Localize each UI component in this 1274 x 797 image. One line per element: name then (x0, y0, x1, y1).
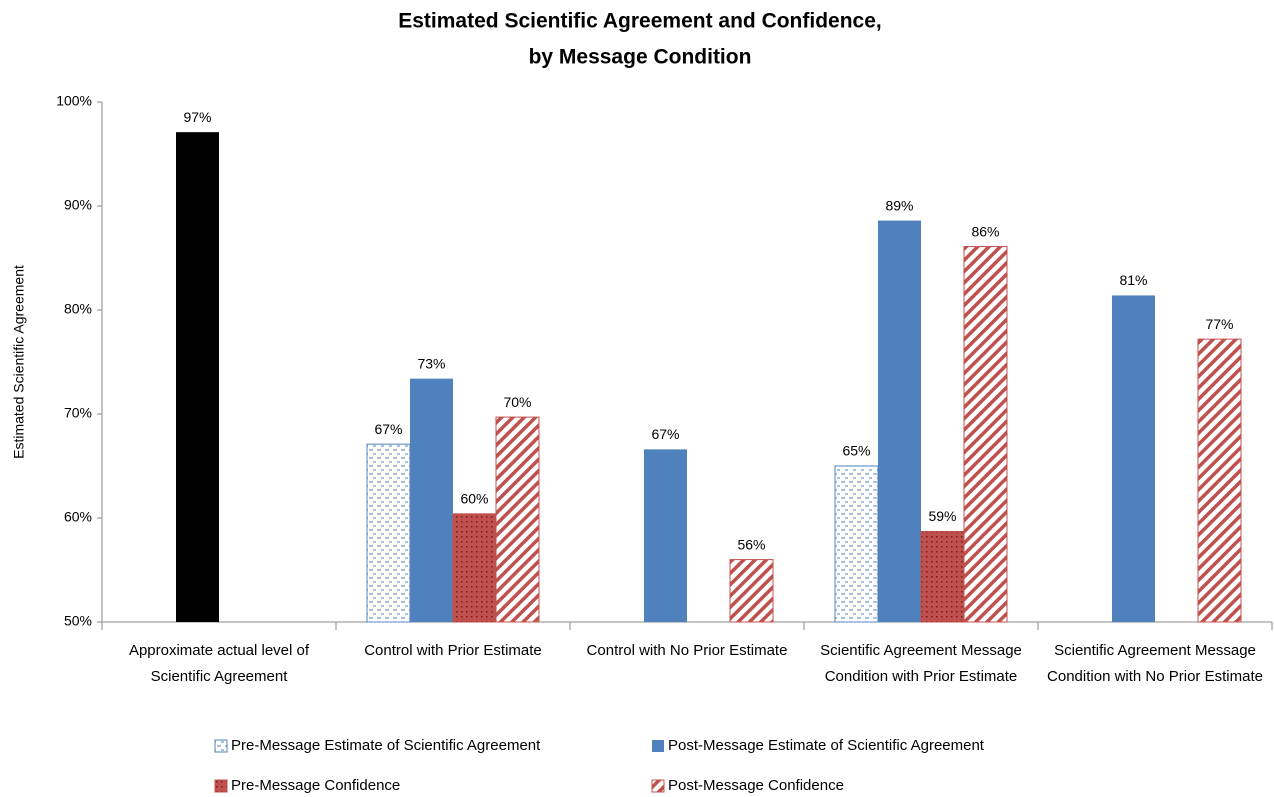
y-tick-label: 80% (64, 301, 92, 317)
x-tick-label: Control with Prior Estimate (364, 642, 542, 659)
data-label: 56% (737, 536, 765, 552)
bar (834, 465, 879, 623)
bar (495, 416, 540, 623)
data-label: 65% (842, 443, 870, 459)
data-label: 67% (374, 421, 402, 437)
data-label: 60% (460, 491, 488, 507)
bar (963, 246, 1008, 623)
data-label: 59% (928, 508, 956, 524)
bar (729, 559, 774, 623)
data-label: 86% (971, 223, 999, 239)
data-label: 73% (417, 355, 445, 371)
data-label: 67% (651, 426, 679, 442)
bar (920, 531, 965, 623)
bar (1112, 295, 1155, 622)
data-label: 81% (1119, 272, 1147, 288)
bar (176, 132, 219, 622)
chart-title: by Message Condition (529, 46, 752, 69)
x-tick-label: Approximate actual level of Scientific A… (128, 642, 310, 685)
bar (644, 449, 687, 622)
data-label: 97% (183, 109, 211, 125)
y-tick-label: 70% (64, 405, 92, 421)
legend-swatch (214, 779, 228, 793)
legend-swatch (652, 740, 664, 752)
legend-label: Post-Message Estimate of Scientific Agre… (668, 737, 985, 754)
y-tick-label: 60% (64, 509, 92, 525)
data-label: 89% (885, 197, 913, 213)
data-label: 77% (1205, 316, 1233, 332)
legend-label: Pre-Message Confidence (231, 777, 400, 794)
legend-label: Pre-Message Estimate of Scientific Agree… (231, 737, 541, 754)
bar (366, 443, 411, 623)
bar (452, 513, 497, 623)
chart-title: Estimated Scientific Agreement and Confi… (398, 10, 882, 33)
bar (878, 220, 921, 622)
y-tick-label: 100% (56, 93, 92, 109)
y-tick-label: 50% (64, 613, 92, 629)
data-label: 70% (503, 394, 531, 410)
bar (410, 378, 453, 622)
legend-swatch (651, 779, 665, 793)
y-tick-label: 90% (64, 197, 92, 213)
x-tick-label: Scientific Agreement Message Condition w… (1047, 642, 1263, 685)
legend-swatch (214, 739, 228, 753)
legend-label: Post-Message Confidence (668, 777, 844, 794)
x-tick-label: Scientific Agreement Message Condition w… (820, 642, 1022, 685)
x-tick-label: Control with No Prior Estimate (586, 642, 788, 659)
y-axis-label: Estimated Scientific Agreement (11, 265, 27, 459)
bar (1197, 338, 1242, 623)
